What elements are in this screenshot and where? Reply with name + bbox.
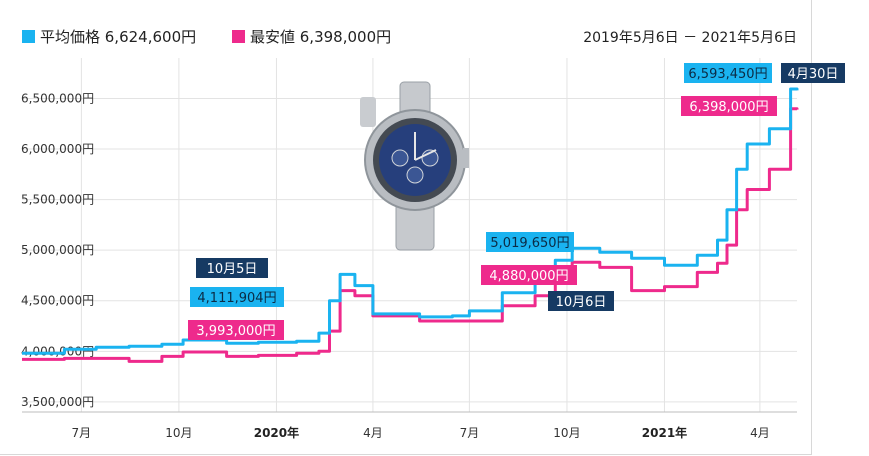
x-tick-label: 2020年 xyxy=(254,425,299,440)
annotation-mid-min: 4,880,000円 xyxy=(489,269,568,284)
annotation-low-avg: 4,111,904円 xyxy=(197,291,276,306)
y-tick-label: 4,000,000円 xyxy=(21,344,94,358)
annotation-mid-avg-box xyxy=(486,232,574,252)
x-tick-label: 10月 xyxy=(165,426,192,440)
annotation-low-date-box xyxy=(196,258,268,278)
x-tick-label: 10月 xyxy=(553,426,580,440)
annotation-high-avg-box xyxy=(684,63,772,83)
annotation-mid-avg: 5,019,650円 xyxy=(490,236,569,251)
annotation-high-min: 6,398,000円 xyxy=(689,100,768,115)
annotation-high-date: 4月30日 xyxy=(788,67,839,82)
chart-frame xyxy=(0,0,812,455)
watch-photo-icon xyxy=(360,81,469,251)
date-range: 2019年5月6日 － 2021年5月6日 xyxy=(583,30,797,46)
y-tick-label: 6,000,000円 xyxy=(21,142,94,156)
y-tick-label: 5,500,000円 xyxy=(21,193,94,207)
x-tick-label: 4月 xyxy=(750,426,770,440)
annotation-mid-date: 10月6日 xyxy=(556,295,607,310)
y-tick-label: 6,500,000円 xyxy=(21,91,94,105)
legend-avg-swatch xyxy=(22,30,35,43)
annotation-low-avg-box xyxy=(190,287,284,307)
x-tick-label: 7月 xyxy=(460,426,480,440)
x-tick-label: 4月 xyxy=(363,426,383,440)
y-tick-label: 3,500,000円 xyxy=(21,395,94,409)
x-tick-label: 2021年 xyxy=(642,425,687,440)
annotation-low-min: 3,993,000円 xyxy=(196,324,275,339)
annotation-high-date-box xyxy=(781,63,845,83)
annotation-mid-date-box xyxy=(548,291,614,311)
annotation-high-min-box xyxy=(681,96,777,116)
y-tick-label: 4,500,000円 xyxy=(21,294,94,308)
series-min-line xyxy=(22,107,799,363)
annotation-high-avg: 6,593,450円 xyxy=(688,67,767,82)
x-axis-ticks: 7月 10月 2020年 4月 7月 10月 2021年 4月 xyxy=(72,425,770,440)
legend-min-swatch xyxy=(232,30,245,43)
y-axis-ticks: 3,500,000円 4,000,000円 4,500,000円 5,000,000円… xyxy=(21,91,94,408)
annotation-mid-min-box xyxy=(481,265,577,285)
annotation-low-date: 10月5日 xyxy=(207,262,258,277)
x-tick-label: 7月 xyxy=(72,426,92,440)
legend-min-label: 最安値 6,398,000円 xyxy=(250,28,391,46)
y-tick-label: 5,000,000円 xyxy=(21,243,94,257)
legend-avg-label: 平均価格 6,624,600円 xyxy=(40,28,196,46)
annotation-low-min-box xyxy=(188,320,284,340)
